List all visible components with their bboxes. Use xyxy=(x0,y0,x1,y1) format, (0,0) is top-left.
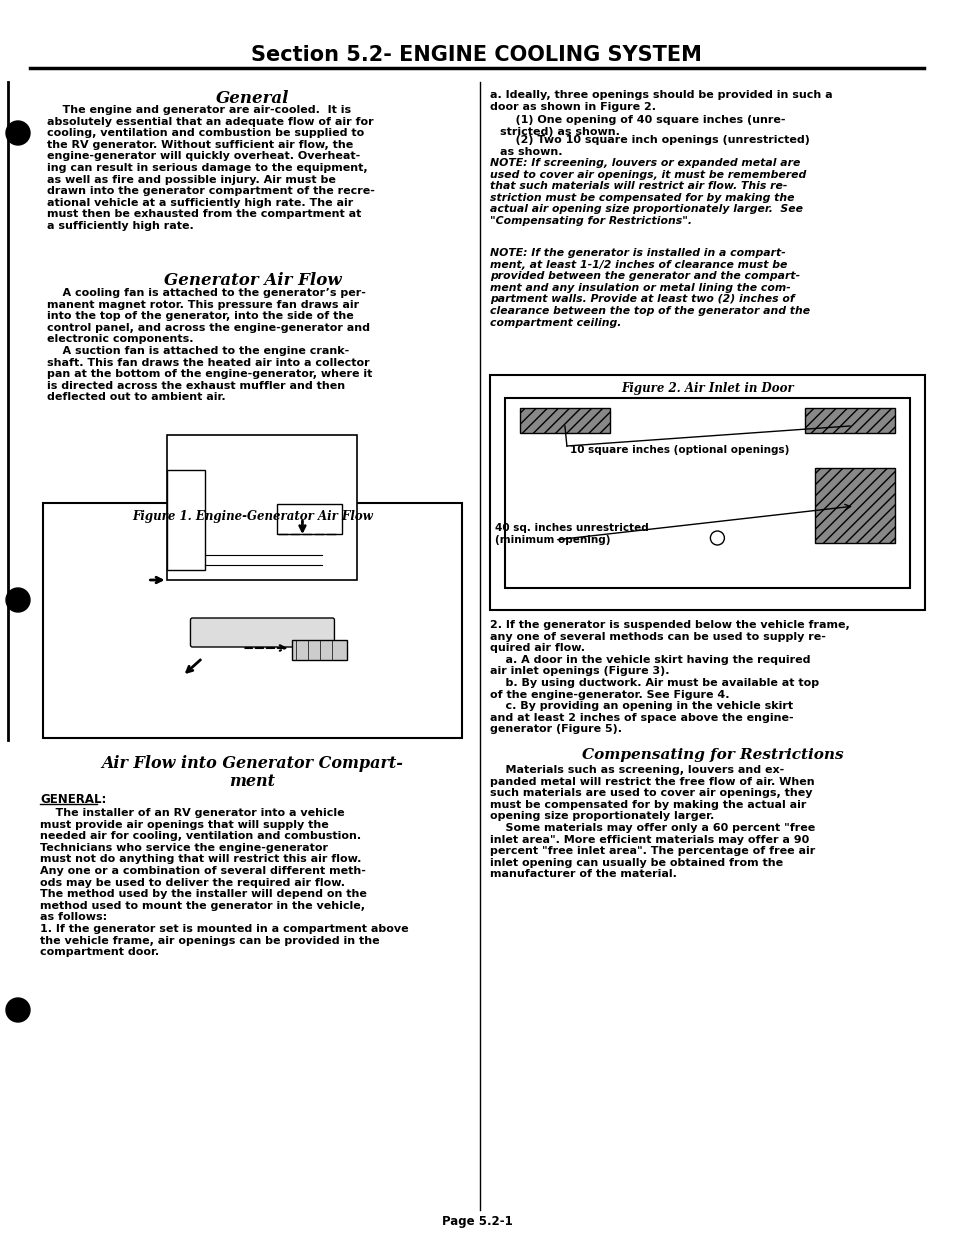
Bar xyxy=(293,640,347,660)
Text: (1) One opening of 40 square inches (unre-
stricted) as shown.: (1) One opening of 40 square inches (unr… xyxy=(499,115,784,137)
Text: ment: ment xyxy=(230,773,275,790)
Bar xyxy=(519,408,609,433)
Text: GENERAL:: GENERAL: xyxy=(40,793,106,806)
Text: 40 sq. inches unrestricted
(minimum opening): 40 sq. inches unrestricted (minimum open… xyxy=(495,523,648,545)
Circle shape xyxy=(710,531,723,545)
Text: (2) Two 10 square inch openings (unrestricted)
as shown.: (2) Two 10 square inch openings (unrestr… xyxy=(499,134,809,157)
Text: NOTE: If screening, louvers or expanded metal are
used to cover air openings, it: NOTE: If screening, louvers or expanded … xyxy=(490,158,805,226)
Bar xyxy=(168,470,205,570)
Text: 2. If the generator is suspended below the vehicle frame,
any one of several met: 2. If the generator is suspended below t… xyxy=(490,620,849,735)
Text: Compensating for Restrictions: Compensating for Restrictions xyxy=(581,748,842,762)
Text: 10 square inches (optional openings): 10 square inches (optional openings) xyxy=(569,445,788,455)
Circle shape xyxy=(6,121,30,145)
Text: Generator Air Flow: Generator Air Flow xyxy=(164,272,341,289)
Text: The installer of an RV generator into a vehicle
must provide air openings that w: The installer of an RV generator into a … xyxy=(40,808,408,957)
Bar xyxy=(490,375,923,610)
Bar xyxy=(168,435,357,580)
Bar xyxy=(814,469,894,543)
Text: Figure 2. Air Inlet in Door: Figure 2. Air Inlet in Door xyxy=(620,382,793,395)
Text: Materials such as screening, louvers and ex-
panded metal will restrict the free: Materials such as screening, louvers and… xyxy=(490,764,814,879)
Text: Section 5.2- ENGINE COOLING SYSTEM: Section 5.2- ENGINE COOLING SYSTEM xyxy=(252,44,701,65)
Text: A cooling fan is attached to the generator’s per-
manent magnet rotor. This pres: A cooling fan is attached to the generat… xyxy=(47,289,372,402)
Circle shape xyxy=(6,588,30,612)
Text: Air Flow into Generator Compart-: Air Flow into Generator Compart- xyxy=(101,755,403,772)
Text: NOTE: If the generator is installed in a compart-
ment, at least 1-1/2 inches of: NOTE: If the generator is installed in a… xyxy=(490,248,809,328)
Text: The engine and generator are air-cooled.  It is
absolutely essential that an ade: The engine and generator are air-cooled.… xyxy=(47,105,375,231)
Bar xyxy=(43,503,461,739)
Bar xyxy=(504,398,909,588)
Bar xyxy=(277,504,342,534)
FancyBboxPatch shape xyxy=(191,618,335,647)
Circle shape xyxy=(6,997,30,1022)
Bar xyxy=(804,408,894,433)
Text: a. Ideally, three openings should be provided in such a
door as shown in Figure : a. Ideally, three openings should be pro… xyxy=(490,90,832,112)
Text: General: General xyxy=(215,90,289,107)
Text: Page 5.2-1: Page 5.2-1 xyxy=(441,1215,512,1228)
Text: Figure 1. Engine-Generator Air Flow: Figure 1. Engine-Generator Air Flow xyxy=(132,510,373,523)
